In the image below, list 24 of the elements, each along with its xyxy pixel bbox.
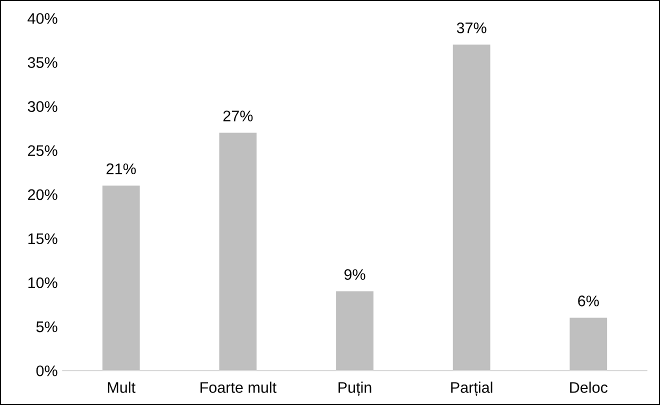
y-tick-label: 15% bbox=[28, 233, 58, 244]
x-tick-label: Puțin bbox=[338, 382, 372, 396]
x-tick-label: Foarte mult bbox=[200, 382, 276, 393]
data-label: 21% bbox=[106, 163, 136, 174]
x-tick-label: Mult bbox=[108, 382, 136, 393]
y-tick-label: 35% bbox=[28, 57, 58, 68]
bar bbox=[570, 318, 608, 371]
bar bbox=[336, 291, 374, 371]
data-label: 37% bbox=[456, 22, 486, 34]
y-tick-label: 0% bbox=[36, 365, 58, 376]
bar bbox=[219, 132, 257, 371]
y-tick-label: 40% bbox=[28, 13, 58, 24]
y-tick-label: 10% bbox=[28, 277, 58, 288]
y-tick-label: 30% bbox=[28, 101, 58, 112]
x-tick-label: Parțial bbox=[451, 382, 492, 396]
y-tick-label: 20% bbox=[28, 189, 58, 200]
y-tick-label: 25% bbox=[28, 145, 58, 156]
bar bbox=[452, 44, 490, 371]
y-tick-label: 5% bbox=[36, 321, 58, 332]
data-label: 6% bbox=[578, 296, 599, 306]
bar bbox=[102, 186, 140, 371]
data-label: 9% bbox=[344, 269, 366, 280]
data-label: 27% bbox=[223, 110, 253, 122]
x-tick-label: Deloc bbox=[570, 382, 608, 393]
